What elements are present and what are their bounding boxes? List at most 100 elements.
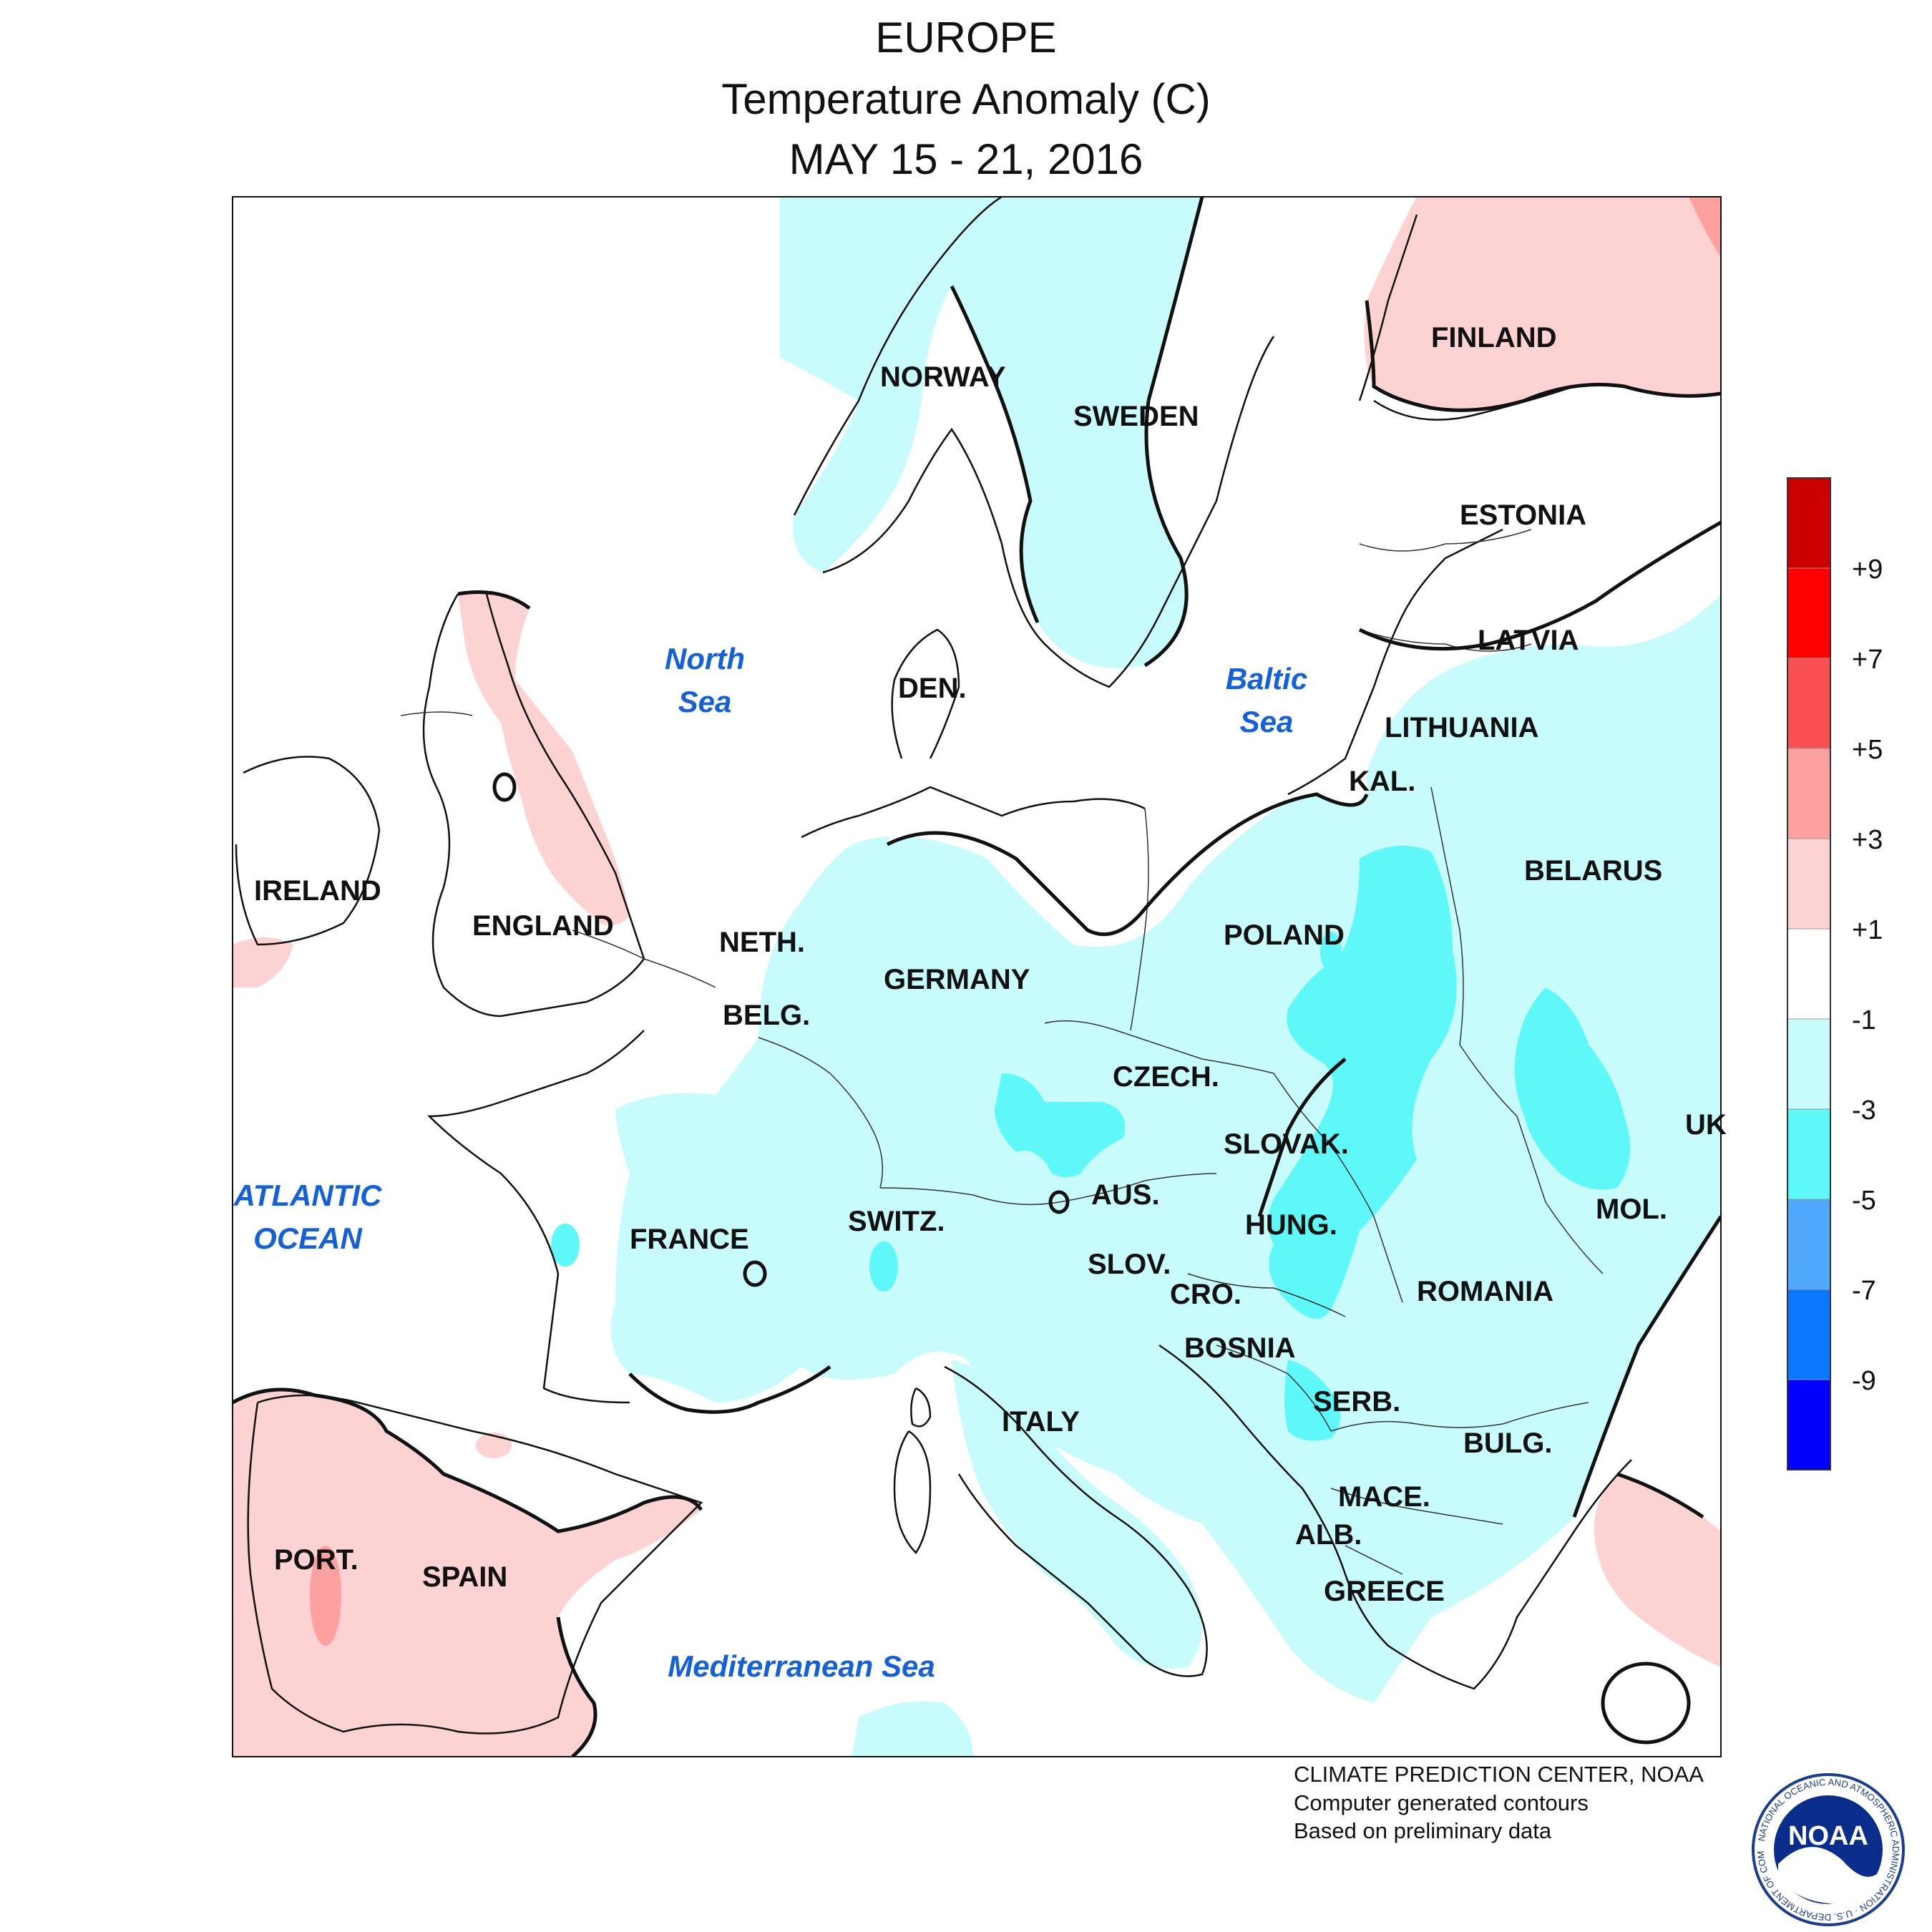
outline-scandinavia bbox=[793, 197, 1275, 688]
legend-tick-label: -9 bbox=[1852, 1366, 1876, 1396]
legend-tick-label: -5 bbox=[1852, 1186, 1876, 1216]
legend-tick-label: +3 bbox=[1852, 825, 1883, 855]
country-label-sweden: SWEDEN bbox=[1073, 401, 1199, 432]
country-label-france: FRANCE bbox=[630, 1224, 749, 1255]
credit-line-1: CLIMATE PREDICTION CENTER, NOAA bbox=[1294, 1762, 1704, 1787]
country-label-mol: MOL. bbox=[1596, 1194, 1667, 1225]
contour-fill-warm-iberia bbox=[233, 1390, 701, 1757]
map-subtitle: Temperature Anomaly (C) bbox=[721, 75, 1211, 123]
country-label-serb: SERB. bbox=[1313, 1386, 1400, 1418]
water-label-mediterranean: Mediterranean Sea bbox=[668, 1649, 935, 1683]
legend-tick-label: -1 bbox=[1852, 1005, 1876, 1035]
land-outlines bbox=[235, 197, 1632, 1735]
country-label-finland: FINLAND bbox=[1431, 322, 1557, 353]
contour-fill-warm-top-right bbox=[1689, 197, 1721, 258]
contour-fill-warm-england bbox=[458, 592, 630, 926]
outline-baltic-coast bbox=[1287, 528, 1503, 796]
outline-balkans bbox=[1158, 1344, 1632, 1690]
contour-fill-cold-austria bbox=[995, 1073, 1125, 1177]
noaa-logo-text: NOAA bbox=[1788, 1821, 1868, 1851]
credit-line-3: Based on preliminary data bbox=[1294, 1818, 1552, 1843]
outline-italy bbox=[944, 1365, 1208, 1677]
country-borders bbox=[400, 529, 1604, 1575]
legend-tick-label: +9 bbox=[1852, 555, 1883, 585]
map-frame bbox=[232, 196, 1722, 1757]
contour-fill-cold-moldova bbox=[1514, 987, 1630, 1190]
country-label-lithuania: LITHUANIA bbox=[1385, 712, 1539, 743]
country-label-czech: CZECH. bbox=[1113, 1061, 1219, 1093]
credit-line-2: Computer generated contours bbox=[1294, 1790, 1589, 1815]
outline-finland bbox=[1358, 214, 1575, 421]
country-label-spain: SPAIN bbox=[422, 1561, 507, 1593]
water-label-atlantic-2: OCEAN bbox=[253, 1221, 363, 1255]
outline-sardinia bbox=[893, 1430, 932, 1554]
water-label-baltic-sea-1: Baltic bbox=[1226, 662, 1307, 696]
country-label-england: ENGLAND bbox=[472, 910, 614, 942]
country-label-den: DEN. bbox=[898, 673, 967, 704]
country-label-ireland: IRELAND bbox=[254, 875, 381, 907]
legend-tick-label: +5 bbox=[1852, 735, 1883, 765]
country-label-italy: ITALY bbox=[1002, 1406, 1080, 1438]
contour-lines bbox=[233, 197, 1721, 1757]
water-label-baltic-sea-2: Sea bbox=[1240, 705, 1294, 738]
country-label-cro: CRO. bbox=[1170, 1279, 1241, 1310]
outline-france-coast bbox=[426, 1030, 645, 1404]
legend-swatch bbox=[1787, 1108, 1831, 1200]
outline-britain bbox=[422, 593, 645, 1018]
water-label-north-sea-1: North bbox=[665, 642, 745, 675]
contour-fill-sicily bbox=[852, 1701, 973, 1757]
water-label-atlantic-1: ATLANTIC bbox=[233, 1179, 383, 1212]
country-label-germany: GERMANY bbox=[884, 964, 1030, 995]
legend-swatch bbox=[1787, 477, 1831, 569]
legend-frame bbox=[1787, 477, 1831, 1470]
legend-tick-label: +1 bbox=[1852, 915, 1883, 945]
contour-fill-cold-serbia bbox=[1284, 1360, 1341, 1441]
outline-denmark bbox=[891, 628, 960, 759]
country-label-belarus: BELARUS bbox=[1524, 855, 1662, 887]
contour-fill-italy bbox=[952, 1360, 1202, 1669]
outline-ireland bbox=[235, 756, 381, 946]
country-label-mace: MACE. bbox=[1338, 1481, 1430, 1513]
legend-swatch bbox=[1787, 658, 1831, 749]
map-title: EUROPE bbox=[875, 14, 1057, 62]
contour-fill-warm-turkey bbox=[1594, 1474, 1721, 1667]
country-label-hung: HUNG. bbox=[1245, 1209, 1337, 1241]
country-label-bulg: BULG. bbox=[1463, 1428, 1552, 1459]
country-label-slovak: SLOVAK. bbox=[1224, 1128, 1349, 1160]
contour-fill-cold-poland-romania bbox=[1268, 846, 1457, 1319]
legend-tick-label: +7 bbox=[1852, 645, 1883, 675]
country-label-layer: NORWAY SWEDEN FINLAND ESTONIA LATVIA LITHUANI… bbox=[254, 322, 1727, 1607]
legend-swatch bbox=[1787, 1018, 1831, 1110]
country-label-uk: UK bbox=[1685, 1109, 1727, 1141]
contour-fill-warm-ireland-south bbox=[233, 937, 293, 987]
legend-colorbar: +9 +7 +5 +3 +1 -1 -3 -5 -7 -9 bbox=[1787, 477, 1883, 1470]
country-label-aus: AUS. bbox=[1091, 1179, 1160, 1211]
legend-swatch bbox=[1787, 1199, 1831, 1290]
legend-swatch bbox=[1787, 748, 1831, 839]
noaa-logo-bird bbox=[1778, 1847, 1883, 1904]
legend-swatch bbox=[1787, 928, 1831, 1020]
outline-germany-coast bbox=[801, 786, 1146, 839]
country-label-romania: ROMANIA bbox=[1417, 1276, 1553, 1307]
country-label-estonia: ESTONIA bbox=[1460, 499, 1586, 531]
legend-swatch bbox=[1787, 1379, 1831, 1470]
contour-fill-warm-finland bbox=[1364, 197, 1721, 411]
water-label-layer: North Sea Baltic Sea ATLANTIC OCEAN Medi… bbox=[233, 642, 1308, 1683]
water-label-north-sea-2: Sea bbox=[678, 685, 732, 718]
country-label-latvia: LATVIA bbox=[1478, 625, 1579, 656]
legend-tick-label: -7 bbox=[1852, 1276, 1876, 1306]
contour-fill-warm-portugal bbox=[310, 1546, 341, 1646]
legend-swatch bbox=[1787, 1289, 1831, 1380]
country-label-kal: KAL. bbox=[1349, 766, 1415, 797]
country-label-alb: ALB. bbox=[1295, 1519, 1362, 1551]
outline-corsica bbox=[910, 1387, 932, 1428]
outline-iberia bbox=[247, 1394, 703, 1735]
country-label-greece: GREECE bbox=[1324, 1576, 1445, 1607]
map-date-range: MAY 15 - 21, 2016 bbox=[789, 135, 1143, 183]
contour-fill-central-europe bbox=[610, 594, 1721, 1703]
country-label-poland: POLAND bbox=[1224, 919, 1345, 951]
country-label-bosnia: BOSNIA bbox=[1184, 1332, 1296, 1364]
country-label-belg: BELG. bbox=[723, 1000, 810, 1031]
country-label-neth: NETH. bbox=[719, 927, 805, 958]
